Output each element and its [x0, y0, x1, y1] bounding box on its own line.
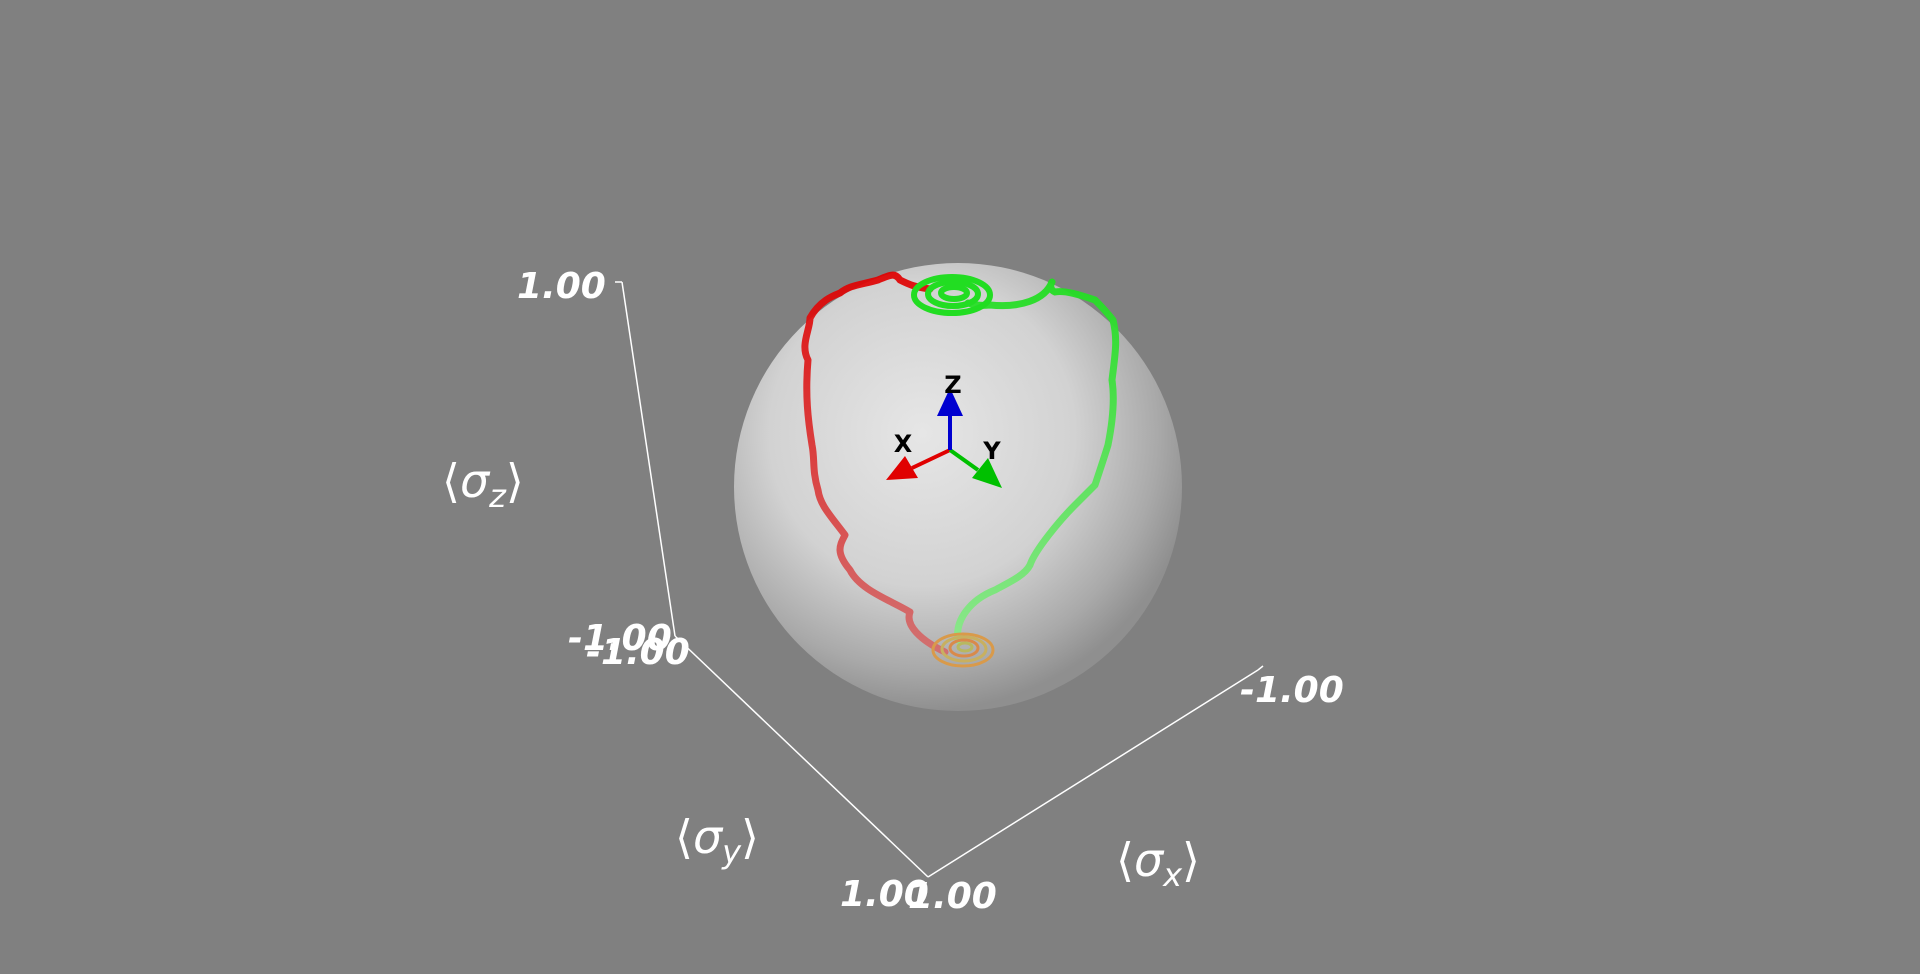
- orientation-triad: X Y Z: [886, 371, 1002, 488]
- triad-y-cone: [972, 458, 1002, 488]
- trajectory-green: [911, 274, 1120, 644]
- triad-z-cone: [937, 388, 963, 416]
- z-axis-title: ⟨σz⟩: [442, 454, 524, 515]
- x-axis-min-label: -1.00: [1240, 670, 1344, 711]
- y-axis-min-label: -1.00: [586, 632, 690, 673]
- y-axis-max-label: 1.00: [840, 874, 929, 915]
- trajectory-red: [801, 271, 949, 656]
- triad-x-label: X: [894, 430, 913, 458]
- triad-y-label: Y: [982, 437, 1001, 465]
- triad-y-shaft: [948, 448, 980, 472]
- bloch-sphere: [734, 263, 1182, 711]
- axis-lines: [615, 281, 1264, 878]
- north-spiral: [911, 274, 993, 316]
- y-axis-line: [674, 635, 929, 878]
- triad-x-cone: [886, 456, 918, 480]
- y-axis-title: ⟨σy⟩: [675, 810, 759, 871]
- south-spiral: [931, 632, 995, 668]
- x-axis-end-tick: [1257, 665, 1264, 671]
- triad-z-label: Z: [944, 371, 961, 399]
- x-axis-line: [927, 669, 1259, 878]
- z-axis-max-label: 1.00: [517, 266, 606, 307]
- z-axis-line: [621, 281, 676, 637]
- z-axis-min-label: -1.00: [568, 618, 672, 659]
- triad-x-shaft: [911, 448, 951, 470]
- trajectory-green-path: [954, 278, 1120, 644]
- x-axis-title: ⟨σx⟩: [1116, 833, 1200, 894]
- x-axis-max-label: 1.00: [908, 876, 997, 917]
- trajectory-red-path: [801, 271, 949, 656]
